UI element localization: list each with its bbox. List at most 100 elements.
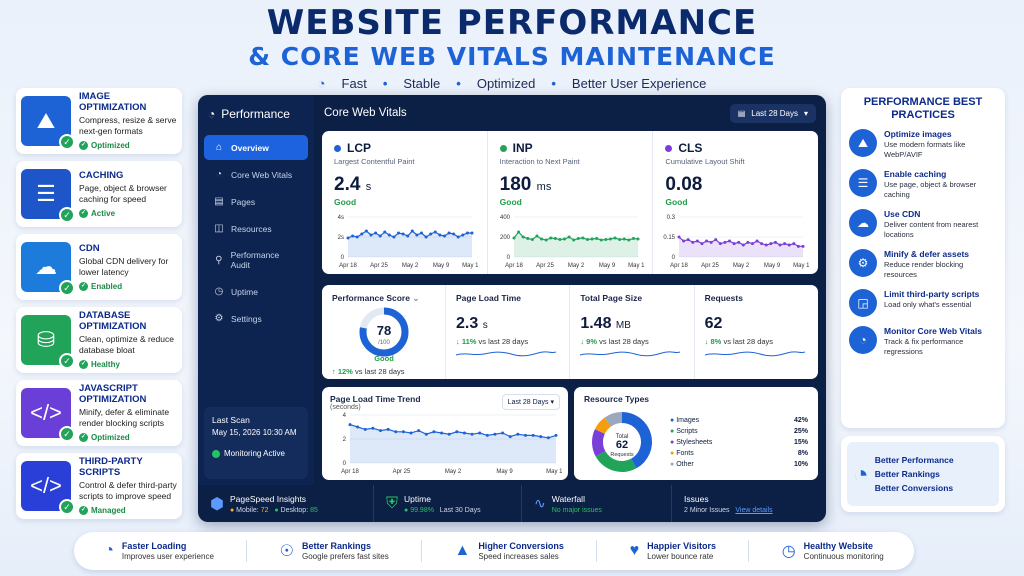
- data-point: [346, 236, 350, 240]
- y-tick-label: 0: [343, 461, 347, 467]
- legend-dot-icon: ●: [670, 438, 675, 446]
- card-desc: Control & defer third-party scripts to i…: [79, 480, 177, 501]
- resource-types-panel: Resource Types Total 62 Requests ● Image…: [574, 387, 818, 480]
- metric-unit: ms: [536, 181, 552, 193]
- check-icon: ✓: [59, 207, 75, 223]
- gauge-icon: ◔: [215, 169, 223, 180]
- uptime-summary[interactable]: ⛨ Uptime ● 99.98% Last 30 Days: [374, 485, 522, 522]
- sidebar-item-overview[interactable]: ⌂ Overview: [204, 135, 308, 160]
- data-point: [539, 237, 543, 241]
- metric-name: LCP: [347, 141, 371, 155]
- metric-cls[interactable]: CLS Cumulative Layout Shift 0.08 Good 0.3…: [653, 131, 818, 274]
- data-point: [401, 430, 405, 434]
- status-dot-icon: [499, 144, 507, 152]
- sidebar-item-settings[interactable]: ⚙ Settings: [214, 313, 262, 324]
- stat-sparkline: [704, 351, 805, 357]
- legend-item: ● Images 42%: [670, 416, 808, 424]
- data-point: [535, 234, 539, 238]
- speedometer-icon: ◔: [208, 107, 216, 121]
- card-desc: Clean, optimize & reduce database bloat: [79, 334, 174, 355]
- sidebar-item-pages[interactable]: ▤ Pages: [214, 196, 256, 207]
- card-desc: Compress, resize & serve next-gen format…: [79, 115, 177, 136]
- check-icon: ✓: [59, 353, 75, 369]
- data-point: [571, 238, 575, 242]
- optimization-card[interactable]: ⛁ ✓ DATABASE OPTIMIZATION Clean, optimize…: [16, 307, 182, 373]
- optimization-card[interactable]: </> ✓ JAVASCRIPT OPTIMIZATION Minify, def…: [16, 380, 182, 446]
- data-point: [485, 433, 489, 437]
- donut-slice: [595, 451, 637, 472]
- card-desc: Minify, defer & eliminate render blockin…: [79, 407, 170, 428]
- shield-icon: ◲: [849, 289, 877, 317]
- speedometer-icon: ◔: [104, 542, 114, 559]
- legend-dot-icon: ●: [670, 427, 675, 435]
- stat-page-load-time[interactable]: Page Load Time 2.3 s ↓ 11% vs last 28 da…: [446, 285, 571, 379]
- home-icon: ⌂: [215, 142, 223, 153]
- check-icon: ✓: [79, 433, 88, 442]
- outcome-performance: Better Performance: [874, 455, 954, 465]
- dashboard-window: ◔ Performance ⌂ Overview ◔ Core Web Vitals ▤…: [198, 95, 826, 522]
- series-area: [348, 231, 472, 257]
- best-practice-item: ☰ Enable caching Use page, object & browse…: [849, 169, 997, 200]
- data-point: [356, 425, 360, 429]
- speedometer-icon: ◔: [853, 458, 869, 489]
- metric-sparkline: 4s 2s 0 Apr 18 Apr 25 May 2 May 9 May 15: [338, 215, 478, 269]
- sidebar-item-core-web-vitals[interactable]: ◔ Core Web Vitals: [215, 169, 293, 180]
- metric-lcp[interactable]: LCP Largest Contentful Paint 2.4 s Good 4…: [322, 131, 488, 274]
- section-title: Core Web Vitals: [324, 107, 407, 119]
- chevron-down-icon: ▾: [803, 108, 808, 118]
- card-title: CDN: [79, 242, 100, 254]
- y-tick-label: 0: [341, 255, 345, 261]
- date-range-select[interactable]: ▤ Last 28 Days ▾: [729, 103, 816, 123]
- optimization-card[interactable]: </> ✓ THIRD-PARTY SCRIPTS Control & defer…: [16, 453, 182, 519]
- shield-check-icon: ⛨: [386, 494, 399, 512]
- core-web-vitals-panel: LCP Largest Contentful Paint 2.4 s Good 4…: [322, 131, 818, 274]
- score-status: Good: [374, 354, 394, 362]
- server-icon: ☰: [849, 169, 877, 197]
- sidebar-item-resources[interactable]: ◫ Resources: [214, 223, 272, 234]
- data-point: [631, 237, 635, 240]
- trend-range-select[interactable]: Last 28 Days ▾: [501, 394, 560, 410]
- data-point: [355, 235, 359, 239]
- data-point: [714, 238, 718, 242]
- donut-total-label: Total: [616, 434, 629, 440]
- x-tick-label: Apr 18: [505, 263, 523, 269]
- divider: [246, 540, 248, 562]
- status-dot-icon: [212, 449, 220, 458]
- data-point: [554, 433, 558, 437]
- card-title: IMAGE OPTIMIZATION: [79, 91, 147, 113]
- best-practice-item: ☁ Use CDN Deliver content from nearest loc…: [849, 209, 997, 240]
- last-scan-card: Last Scan May 15, 2026 10:30 AM Monitori…: [204, 407, 308, 479]
- sidebar-item-uptime[interactable]: ◷ Uptime: [214, 286, 258, 297]
- optimization-list: ⛰ ✓ IMAGE OPTIMIZATION Compress, resize &…: [16, 88, 182, 526]
- waterfall-summary[interactable]: ∿ Waterfall No major issues: [522, 485, 672, 522]
- metric-desc: Largest Contentful Paint: [334, 157, 415, 166]
- sidebar-brand[interactable]: ◔ Performance: [208, 107, 290, 121]
- data-point: [783, 242, 787, 246]
- data-point: [438, 233, 442, 237]
- gauge-icon: ◔: [849, 326, 877, 354]
- stat-total-page-size[interactable]: Total Page Size 1.48 MB ↓ 9% vs last 28 …: [570, 285, 695, 379]
- data-point: [501, 431, 505, 435]
- sidebar-item-performance-audit[interactable]: ⚲ Performance Audit: [215, 250, 280, 270]
- optimization-card[interactable]: ☁ ✓ CDN Global CDN delivery for lower lat…: [16, 234, 182, 300]
- data-point: [755, 239, 759, 243]
- speedometer-icon: ◔: [317, 76, 326, 91]
- stat-change: ↓ 11% vs last 28 days: [456, 337, 529, 346]
- stat-requests[interactable]: Requests 62 ↓ 8% vs last 28 days: [695, 285, 818, 379]
- optimization-card[interactable]: ☰ ✓ CACHING Page, object & browser cachin…: [16, 161, 182, 227]
- score-card[interactable]: Performance Score ⌄ 78 /100 Good ↑ 12% v…: [322, 285, 446, 379]
- data-point: [442, 234, 446, 238]
- pagespeed-insights[interactable]: ⬢ PageSpeed Insights ● Mobile: 72 ● Desk…: [198, 485, 374, 522]
- metric-inp[interactable]: INP Interaction to Next Paint 180 ms Goo…: [488, 131, 654, 274]
- optimization-card[interactable]: ⛰ ✓ IMAGE OPTIMIZATION Compress, resize &…: [16, 88, 182, 154]
- metric-status: Good: [334, 197, 357, 207]
- data-point: [636, 237, 640, 241]
- data-point: [415, 233, 419, 237]
- data-point: [622, 237, 626, 241]
- stat-sparkline: [580, 351, 681, 357]
- view-details-link[interactable]: View details: [735, 506, 773, 514]
- data-point: [351, 234, 355, 238]
- stat-label: Page Load Time: [456, 293, 522, 303]
- data-point: [432, 430, 436, 434]
- status-dot-icon: [665, 144, 673, 152]
